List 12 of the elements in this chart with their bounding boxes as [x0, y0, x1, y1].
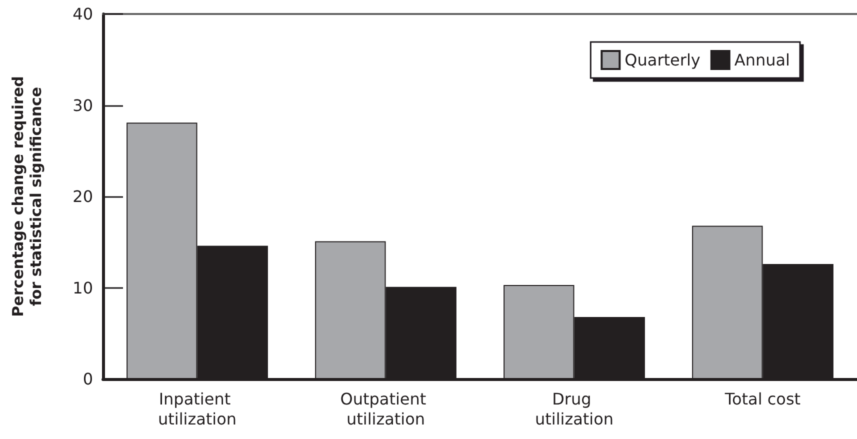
x-tick-label: Inpatient utilization	[158, 390, 237, 428]
x-tick-label: Outpatient utilization	[340, 390, 432, 428]
y-tick-label: 40	[72, 4, 93, 24]
y-tick-label: 0	[82, 370, 93, 388]
legend-label: Annual	[734, 50, 790, 70]
y-axis-title: Percentage change required for statistical significance	[9, 76, 45, 317]
y-tick-label: 20	[72, 187, 93, 206]
x-tick-label: Total cost	[724, 390, 801, 408]
x-tick-label: Drug utilization	[534, 390, 614, 428]
y-tick-label: 10	[72, 278, 93, 298]
legend-label: Quarterly	[624, 50, 700, 70]
y-tick-label: 30	[72, 96, 93, 115]
